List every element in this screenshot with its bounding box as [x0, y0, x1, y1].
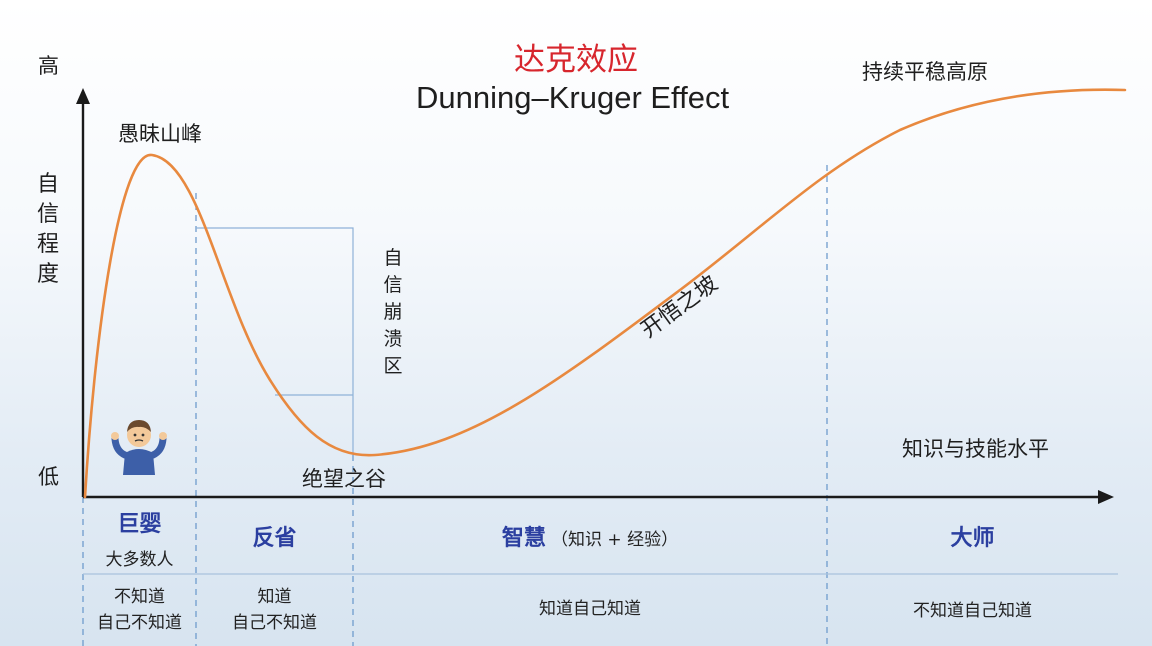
knowledge-reflection: 知道 自己不知道 [196, 584, 353, 636]
knowledge-reflection-line-1: 知道 [257, 587, 292, 607]
knowledge-master: 不知道自己知道 [913, 601, 1032, 621]
peak-label: 愚昧山峰 [118, 122, 202, 146]
stage-note-wisdom: （知识 + 经验） [551, 530, 679, 550]
x-axis-title: 知识与技能水平 [902, 437, 1049, 461]
title-chinese-text: 达克效应 [514, 42, 638, 78]
stage-wisdom: 智慧 （知识 + 经验） [353, 520, 827, 552]
stage-name-reflection: 反省 [252, 526, 297, 551]
title-chinese: 达克效应 [0, 34, 1152, 79]
valley-label: 绝望之谷 [302, 467, 386, 491]
stage-name-infant: 巨婴 [117, 512, 162, 537]
knowledge-infant-line-2: 自己不知道 [97, 613, 182, 633]
y-axis-arrow [76, 88, 90, 104]
collapse-zone-label: 自信崩溃区 [383, 247, 403, 377]
stage-note-infant: 大多数人 [105, 550, 174, 570]
knowledge-reflection-line-2: 自己不知道 [232, 613, 317, 633]
x-axis-arrow [1098, 490, 1114, 504]
y-axis-title: 自信程度 [36, 172, 59, 287]
stage-name-wisdom: 智慧 [501, 526, 546, 551]
y-axis-high-label: 高 [38, 54, 59, 78]
collapse-zone-box [196, 227, 354, 455]
shrug-person-icon [110, 411, 168, 475]
stage-name-master: 大师 [950, 526, 995, 551]
title-english: Dunning–Kruger Effect [416, 80, 730, 115]
dunning-kruger-curve [83, 88, 1127, 499]
knowledge-infant-line-1: 不知道 [114, 587, 165, 607]
knowledge-infant: 不知道 自己不知道 [83, 584, 196, 636]
plateau-label: 持续平稳高原 [862, 60, 988, 84]
y-axis-low-label: 低 [38, 465, 59, 489]
knowledge-wisdom: 知道自己知道 [539, 599, 641, 619]
